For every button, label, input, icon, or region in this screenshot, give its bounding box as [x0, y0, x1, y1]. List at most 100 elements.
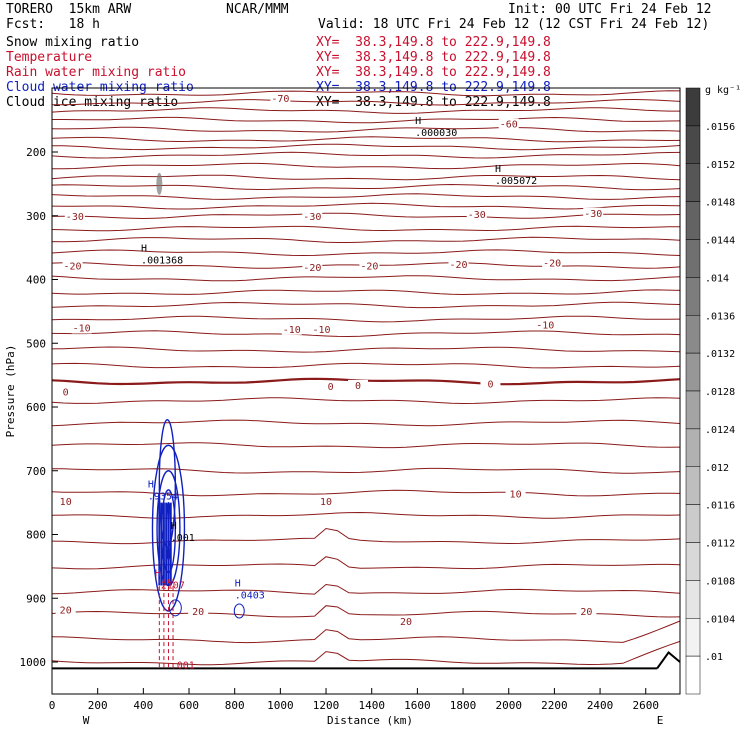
y-tick-label: 700: [26, 465, 46, 478]
x-tick-label: 1200: [313, 699, 340, 712]
colorbar-tick-label: .0148: [705, 198, 735, 209]
extremum-mark: H: [171, 521, 177, 532]
contour-label: 10: [510, 489, 522, 500]
isotherm-line: [51, 605, 681, 618]
contour-label: 20: [400, 617, 412, 628]
contour-label-bg: [71, 322, 92, 334]
contour-label: -10: [536, 320, 554, 331]
isotherm-line: [51, 143, 681, 151]
hydrometeor-contours: [151, 172, 245, 669]
colorbar-swatch: [685, 542, 701, 581]
x-left-endpoint: W: [83, 714, 90, 727]
forecast-hour: Fcst: 18 h: [6, 17, 100, 32]
contour-label-bg: [348, 379, 369, 391]
contour-label-bg: [188, 606, 209, 618]
contour-label-bg: [505, 488, 526, 500]
contour-label-bg: [281, 323, 302, 335]
contour-label-bg: [302, 261, 323, 273]
y-tick-label: 600: [26, 401, 46, 414]
contour-label-bg: [498, 118, 519, 130]
x-right-endpoint: E: [657, 714, 664, 727]
contour-label: -20: [543, 258, 561, 269]
contour-label: -30: [303, 212, 321, 223]
extremum-value: .2107: [155, 581, 185, 592]
contour-label-bg: [64, 210, 85, 222]
isotherm-line: [51, 107, 680, 114]
y-tick-label: 1000: [20, 656, 47, 669]
isotherm-line: [51, 249, 681, 257]
x-tick-label: 0: [49, 699, 56, 712]
y-tick-label: 900: [26, 592, 46, 605]
isotherm-line: [51, 620, 681, 644]
colorbar-tick-label: .0136: [705, 311, 735, 322]
extremum-value: .001368: [141, 256, 183, 267]
extrema-labels: H.000030H.005072H.001368H.9354H.001H.210…: [141, 116, 537, 671]
colorbar-tick-label: .012: [705, 463, 729, 474]
isotherm-line: [51, 556, 681, 570]
y-tick-label: 400: [26, 274, 46, 287]
contour-label: 0: [487, 380, 493, 391]
isotherm-line: [51, 362, 681, 369]
plot-frame: [51, 87, 681, 695]
field-name-cloudwater: Cloud water mixing ratio: [6, 80, 194, 95]
isotherm-line: [51, 397, 681, 405]
extremum-value: .001: [171, 660, 195, 671]
field-xy-rain: XY= 38.3,149.8 to 222.9,149.8: [316, 65, 551, 80]
colorbar-swatch: [685, 580, 701, 619]
field-name-snow: Snow mixing ratio: [6, 35, 140, 50]
isotherm-line: [51, 442, 681, 449]
x-tick-label: 2200: [541, 699, 568, 712]
colorbar-tick-label: .0124: [705, 425, 735, 436]
contour-label: 0: [63, 387, 69, 398]
x-axis-title: Distance (km): [327, 714, 413, 727]
isotherm-line: [51, 330, 681, 338]
extremum-mark: H: [148, 479, 154, 490]
y-tick-label: 300: [26, 210, 46, 223]
colorbar-swatch: [685, 87, 701, 127]
extremum-value: .000030: [415, 128, 457, 139]
isotherm-line: [51, 90, 681, 97]
isotherm-line: [51, 174, 681, 181]
contour-label-bg: [302, 210, 323, 222]
x-tick-label: 2400: [587, 699, 614, 712]
contour-label: 10: [320, 497, 332, 508]
field-xy-temperature: XY= 38.3,149.8 to 222.9,149.8: [316, 50, 551, 65]
contour-label: 10: [60, 497, 72, 508]
extremum-value: .005072: [495, 176, 537, 187]
cloud-water-contour: [168, 599, 182, 617]
colorbar-swatch: [685, 163, 701, 202]
isotherm-line: [51, 202, 681, 210]
contour-label: -60: [500, 120, 518, 131]
colorbar-swatch: [685, 201, 701, 240]
contour-label-bg: [535, 319, 556, 331]
isotherm-line: [51, 640, 681, 666]
colorbar-unit: g kg⁻¹: [705, 85, 740, 96]
contour-label-bg: [55, 386, 76, 398]
extremum-value: .9354: [148, 491, 178, 502]
contour-label: 20: [192, 607, 204, 618]
isotherm-line: [51, 527, 681, 545]
extremum-value: .0403: [235, 590, 265, 601]
extremum-mark: H: [495, 164, 501, 175]
colorbar-swatch: [685, 618, 701, 657]
x-tick-label: 200: [88, 699, 108, 712]
contour-label: -30: [584, 209, 602, 220]
isotherm-line: [52, 98, 681, 106]
init-time: Init: 00 UTC Fri 24 Feb 12: [508, 2, 712, 17]
colorbar-tick-label: .0144: [705, 236, 735, 247]
isotherm-contours: [51, 90, 681, 670]
field-name-rain: Rain water mixing ratio: [6, 65, 187, 80]
contour-label-bg: [395, 615, 416, 627]
contour-label: 20: [580, 607, 592, 618]
extremum-mark: H: [155, 569, 161, 580]
center-title: NCAR/MMM: [226, 2, 289, 17]
contour-label-bg: [448, 258, 469, 270]
isotherm-line: [51, 225, 681, 232]
extremum-mark: H: [415, 116, 421, 127]
isotherm-line: [51, 301, 681, 309]
colorbar-tick-label: .0132: [705, 349, 735, 360]
isotherm-line: [51, 126, 681, 133]
contour-label-bg: [320, 381, 341, 393]
isotherm-line: [51, 275, 681, 282]
